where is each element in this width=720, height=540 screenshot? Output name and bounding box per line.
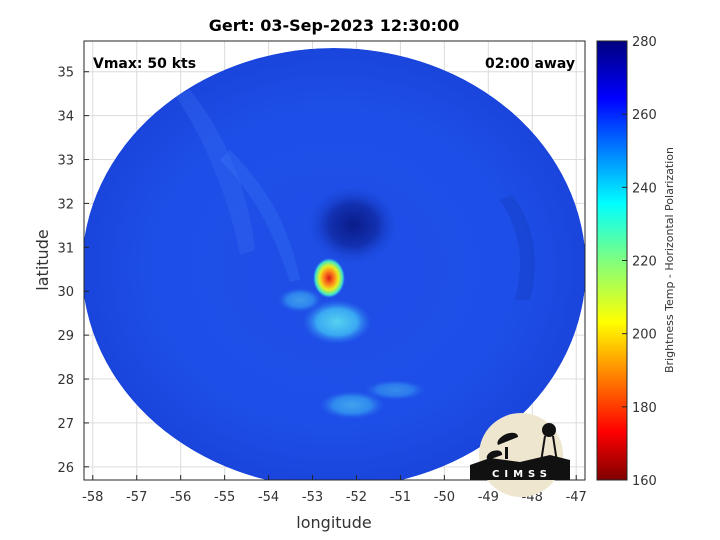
rainband-streak — [175, 90, 255, 255]
x-tick-label: -56 — [170, 490, 191, 505]
y-axis-label: latitude — [33, 229, 52, 290]
x-axis-label: longitude — [296, 513, 371, 532]
time-away-label: 02:00 away — [485, 56, 575, 72]
plot-frame — [83, 40, 586, 481]
logo-dish-small-icon — [486, 450, 503, 460]
colorbar-tick-label: 280 — [632, 35, 657, 50]
y-tick-label: 34 — [57, 110, 74, 125]
y-tick-label: 32 — [57, 197, 74, 212]
logo-water-tower-icon — [542, 423, 556, 437]
y-tick-label: 29 — [57, 329, 74, 344]
x-tick-label: -57 — [126, 490, 147, 505]
logo-ground — [470, 455, 570, 480]
cimss-logo: CIMSS — [470, 413, 570, 497]
x-tick-label: -58 — [82, 490, 103, 505]
x-tick-label: -49 — [478, 490, 499, 505]
colorbar-ticks: 280 260 240 220 200 180 160 — [622, 35, 657, 489]
colorbar-tick-label: 160 — [632, 474, 657, 489]
colorbar-tick-label: 220 — [632, 255, 657, 270]
colorbar-tick-label: 200 — [632, 328, 657, 343]
y-axis: 35 34 33 32 31 30 29 28 27 26 — [57, 66, 89, 476]
x-axis: -58 -57 -56 -55 -54 -53 -52 -51 -50 -49 -48 -47 — [82, 475, 587, 505]
vmax-label: Vmax: 50 kts — [93, 56, 196, 72]
storm-eye-region — [305, 183, 401, 267]
rainband-streak-2 — [220, 150, 300, 282]
y-tick-label: 27 — [57, 417, 74, 432]
dark-band — [500, 195, 535, 300]
logo-dish-stand — [505, 447, 508, 459]
x-tick-label: -51 — [390, 490, 411, 505]
convection-cell-2 — [278, 288, 322, 312]
logo-text: CIMSS — [492, 469, 552, 480]
y-tick-label: 33 — [57, 154, 74, 169]
x-tick-label: -55 — [214, 490, 235, 505]
y-tick-label: 26 — [57, 461, 74, 476]
convection-cell-4 — [365, 380, 425, 400]
logo-dish-icon — [497, 432, 519, 445]
plot-area — [84, 41, 585, 480]
y-tick-label: 28 — [57, 373, 74, 388]
colorbar: 280 260 240 220 200 180 160 Brightness Temp - … — [596, 35, 676, 489]
x-tick-label: -53 — [302, 490, 323, 505]
convection-cell-3 — [320, 391, 384, 419]
y-tick-label: 35 — [57, 66, 74, 81]
y-tick-label: 30 — [57, 285, 74, 300]
microwave-swath — [84, 48, 585, 480]
x-tick-label: -50 — [434, 490, 455, 505]
colorbar-tick-label: 260 — [632, 108, 657, 123]
y-tick-label: 31 — [57, 241, 74, 256]
colorbar-label: Brightness Temp - Horizontal Polarizatio… — [663, 147, 676, 373]
figure-title: Gert: 03-Sep-2023 12:30:00 — [209, 16, 460, 35]
colorbar-tick-label: 240 — [632, 181, 657, 196]
storm-core-hotspot — [313, 258, 345, 298]
x-tick-label: -54 — [258, 490, 279, 505]
x-tick-label: -52 — [346, 490, 367, 505]
x-tick-label: -47 — [566, 490, 587, 505]
colorbar-tick-label: 180 — [632, 401, 657, 416]
convection-cell — [303, 300, 371, 344]
